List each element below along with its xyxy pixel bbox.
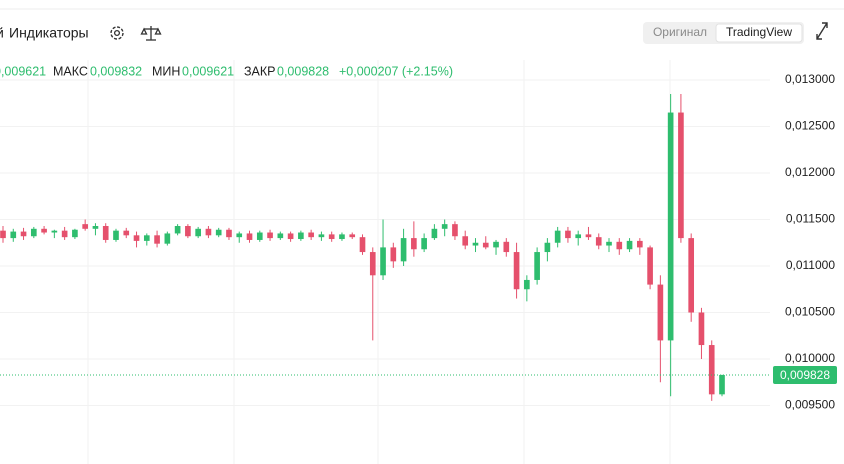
candle-body	[267, 232, 273, 239]
candle-body	[534, 252, 540, 280]
candle-body	[143, 235, 150, 241]
last-price-tag	[773, 365, 837, 384]
view-tradingview-button[interactable]: TradingView	[726, 25, 792, 39]
close-value: 0,009828	[277, 64, 329, 78]
scale-icon[interactable]	[140, 26, 162, 41]
candle-body	[513, 252, 520, 290]
low-value: 0,009621	[182, 64, 234, 78]
candle-body	[195, 228, 201, 237]
y-tick-label: 0,012500	[785, 119, 835, 133]
candle-body	[174, 226, 181, 234]
candle-body	[626, 240, 633, 250]
candle-body	[82, 224, 88, 229]
candle-body	[441, 224, 448, 229]
candle-body	[92, 226, 99, 229]
candle-body	[616, 241, 623, 250]
candle-body	[493, 241, 499, 248]
candle-body	[246, 233, 253, 240]
candle-body	[431, 228, 438, 239]
candle-body	[452, 224, 458, 237]
candle-body	[462, 236, 469, 246]
candle-body	[411, 238, 417, 250]
candle-body	[657, 284, 664, 341]
candle-body	[369, 252, 376, 276]
candle-body	[226, 229, 232, 238]
candle-body	[482, 242, 489, 248]
candle-body	[41, 228, 47, 233]
y-tick-label: 0,012000	[785, 165, 835, 179]
close-label: ЗАКР	[244, 64, 276, 78]
fullscreen-icon[interactable]	[816, 22, 828, 40]
candle-body	[61, 230, 68, 238]
candle-body	[328, 234, 335, 240]
candle-body	[637, 240, 643, 248]
candle-body	[688, 238, 695, 313]
candle-body	[380, 247, 386, 276]
candle-body	[102, 226, 109, 240]
candle-body	[606, 241, 612, 246]
candle-body	[554, 230, 561, 243]
candle-body	[298, 232, 304, 240]
toolbar-fragment: й	[0, 25, 4, 41]
open-value: 0,009621	[0, 64, 46, 78]
candle-body	[185, 226, 191, 237]
low-label: МИН	[152, 64, 180, 78]
candle-body	[421, 238, 427, 250]
candle-body	[308, 232, 314, 238]
candle-body	[154, 235, 160, 244]
y-tick-label: 0,011500	[786, 212, 835, 226]
candle-body	[400, 238, 407, 262]
candle-body	[647, 247, 653, 285]
candle-body	[123, 230, 130, 236]
y-tick-label: 0,013000	[785, 72, 835, 86]
indicators-button[interactable]: Индикаторы	[9, 25, 89, 41]
y-tick-label: 0,011000	[786, 258, 835, 272]
settings-icon[interactable]	[110, 26, 124, 40]
candle-body	[544, 242, 551, 253]
candle-body	[236, 233, 243, 238]
candle-body	[287, 233, 294, 240]
candle-body	[277, 233, 284, 239]
candle-body	[678, 112, 684, 239]
candle-body	[339, 234, 345, 240]
y-tick-label: 0,009500	[785, 398, 835, 412]
high-label: МАКС	[53, 64, 88, 78]
candle-body	[10, 231, 17, 239]
high-value: 0,009832	[90, 64, 142, 78]
candle-body	[503, 241, 510, 253]
candle-body	[565, 230, 571, 239]
candle-body	[256, 232, 263, 240]
candle-body	[113, 230, 119, 240]
candle-body	[359, 237, 366, 253]
candle-body	[595, 237, 602, 246]
candle-body	[390, 247, 397, 262]
y-tick-label: 0,010000	[785, 351, 835, 365]
last-price-label: 0,009828	[780, 368, 830, 382]
y-tick-label: 0,010500	[785, 305, 835, 319]
change-value: +0,000207 (+2.15%)	[339, 64, 453, 78]
candle-body	[318, 234, 325, 238]
candle-body	[349, 234, 356, 238]
candle-body	[164, 233, 171, 244]
view-active-bg	[715, 23, 803, 43]
candle-body	[719, 374, 725, 395]
candle-body	[575, 234, 582, 239]
candle-body	[0, 230, 6, 239]
candle-body	[667, 112, 674, 341]
candle-body	[708, 345, 715, 395]
candle-body	[72, 229, 78, 238]
candle-body	[524, 279, 530, 290]
candle-body	[698, 312, 705, 346]
candle-body	[51, 230, 58, 233]
candle-body	[215, 229, 222, 236]
view-original-button[interactable]: Оригинал	[653, 25, 707, 39]
candle-body	[585, 234, 592, 238]
candle-body	[133, 235, 140, 241]
candle-body	[205, 228, 212, 236]
candle-body	[20, 231, 27, 237]
candle-body	[472, 242, 479, 246]
candle-body	[30, 228, 37, 237]
